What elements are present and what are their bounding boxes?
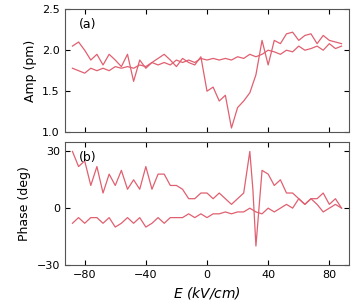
Y-axis label: Amp (pm): Amp (pm) bbox=[24, 39, 37, 102]
X-axis label: $E$ (kV/cm): $E$ (kV/cm) bbox=[173, 285, 241, 301]
Text: (b): (b) bbox=[79, 151, 96, 164]
Y-axis label: Phase (deg): Phase (deg) bbox=[18, 166, 31, 241]
Text: (a): (a) bbox=[79, 18, 96, 31]
